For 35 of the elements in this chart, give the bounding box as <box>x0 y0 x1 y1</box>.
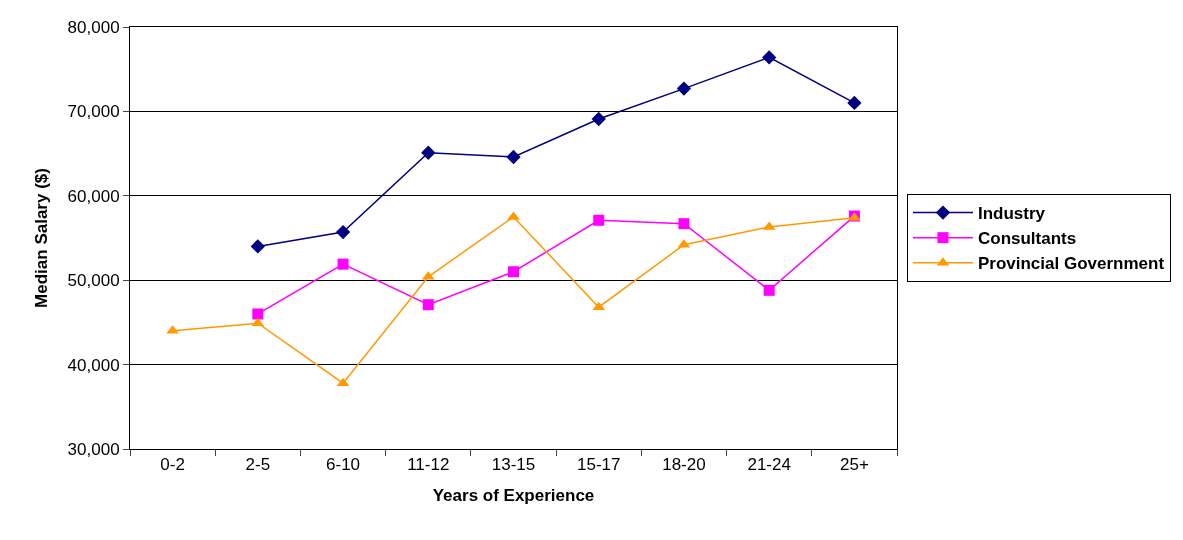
y-tick-label: 50,000 <box>67 271 120 291</box>
point <box>421 145 436 160</box>
legend-label: Industry <box>977 204 1046 224</box>
point <box>763 284 775 296</box>
x-axis-title: Years of Experience <box>432 485 595 505</box>
x-tick-label: 2-5 <box>245 455 271 475</box>
legend-label: Provincial Government <box>977 254 1165 274</box>
x-tick-label: 15-17 <box>576 455 621 475</box>
point <box>762 50 777 65</box>
y-axis-title: Median Salary ($) <box>32 168 52 308</box>
point <box>508 266 519 278</box>
legend-label: Consultants <box>977 229 1077 249</box>
point <box>678 218 690 230</box>
y-tick-label: 80,000 <box>67 17 120 37</box>
y-tick-label: 70,000 <box>67 102 120 122</box>
point <box>337 258 349 270</box>
point <box>250 239 265 254</box>
x-tick-label: 18-20 <box>662 455 706 475</box>
x-tick-label: 21-24 <box>747 455 791 475</box>
x-tick-label: 11-12 <box>407 455 450 475</box>
x-tick-label: 13-15 <box>491 455 536 475</box>
point <box>676 81 692 96</box>
point <box>847 95 862 111</box>
point <box>252 308 264 320</box>
point <box>591 111 606 127</box>
x-tick-label: 6-10 <box>326 455 361 475</box>
point <box>422 299 434 311</box>
x-tick-label: 0-2 <box>160 455 185 475</box>
y-tick-label: 30,000 <box>67 439 120 459</box>
x-tick-label: 25+ <box>839 455 869 475</box>
y-tick-label: 60,000 <box>67 186 120 206</box>
point <box>335 224 351 240</box>
point <box>506 149 521 165</box>
point <box>593 214 605 226</box>
y-tick-label: 40,000 <box>67 355 120 375</box>
